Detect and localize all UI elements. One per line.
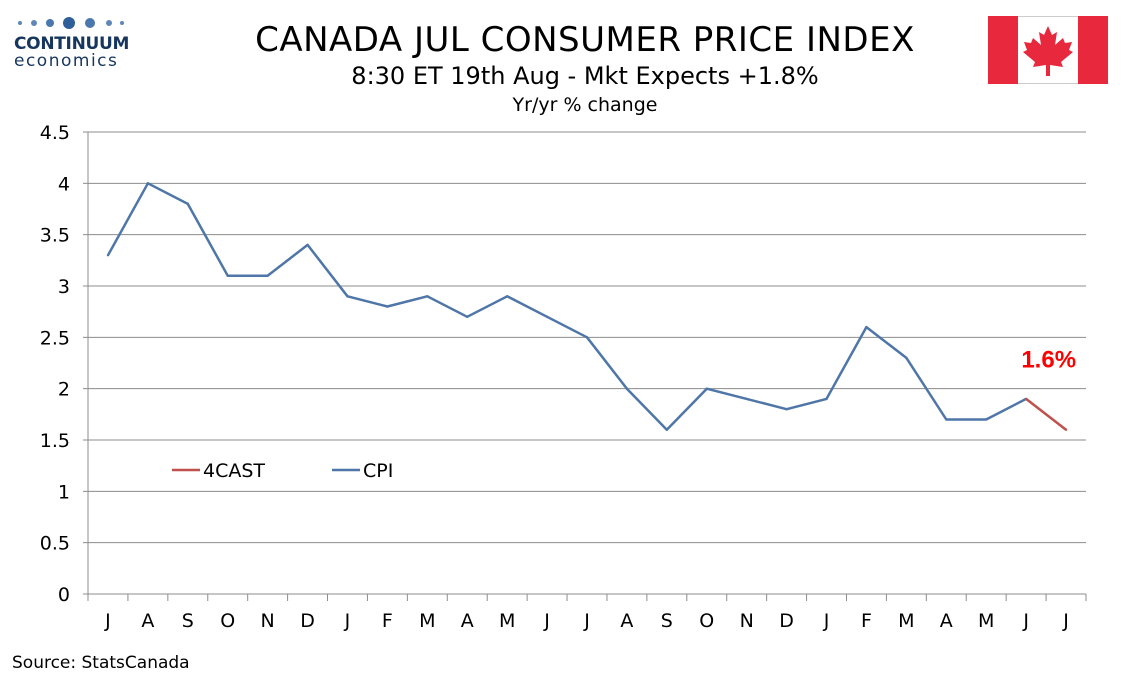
data-point-cpi <box>745 397 748 401</box>
series-line-cpi <box>106 182 1027 431</box>
chart-title: CANADA JUL CONSUMER PRICE INDEX <box>255 20 915 60</box>
y-tick-label: 0.5 <box>40 533 70 555</box>
chart-units: Yr/yr % change <box>512 94 658 116</box>
x-tick-label: M <box>898 610 914 632</box>
series-line-4cast <box>1025 397 1067 431</box>
data-point-cpi <box>985 418 988 421</box>
data-point-cpi <box>705 387 708 390</box>
data-point-cpi <box>825 397 828 401</box>
y-tick-label: 2.5 <box>40 327 70 349</box>
maple-leaf-icon <box>1023 26 1073 76</box>
y-tick-label: 2 <box>58 379 70 401</box>
x-tick-label: A <box>141 610 154 632</box>
x-tick-label: D <box>300 610 315 632</box>
x-tick-label: O <box>220 610 235 632</box>
legend-label-cpi: CPI <box>363 460 393 482</box>
data-point-cpi <box>386 305 389 308</box>
x-tick-label: S <box>182 610 194 632</box>
data-point-cpi <box>905 356 908 360</box>
continuum-logo: CONTINUUM economics <box>14 14 134 71</box>
data-point-cpi <box>785 408 788 411</box>
chart-subtitle: 8:30 ET 19th Aug - Mkt Expects +1.8% <box>351 62 819 90</box>
data-point-cpi <box>945 418 948 421</box>
y-tick-label: 4.5 <box>40 122 70 144</box>
y-tick-label: 3.5 <box>40 225 70 247</box>
x-tick-label: J <box>344 610 351 632</box>
data-point-cpi <box>865 325 868 329</box>
x-tick-label: J <box>543 610 550 632</box>
x-tick-label: J <box>104 610 111 632</box>
x-tick-label: S <box>661 610 673 632</box>
data-point-cpi <box>426 295 429 298</box>
logo-name: CONTINUUM <box>14 34 130 54</box>
x-tick-label: F <box>382 610 393 632</box>
data-point-cpi <box>106 254 110 257</box>
data-point-cpi <box>466 315 469 318</box>
x-tick-label: J <box>1062 610 1069 632</box>
x-tick-label: J <box>1022 610 1029 632</box>
x-tick-label: A <box>461 610 474 632</box>
y-tick-label: 0 <box>58 584 70 606</box>
canada-flag-icon <box>988 16 1108 84</box>
forecast-callout: 1.6% <box>1021 347 1076 374</box>
logo-dots <box>14 14 134 32</box>
x-tick-label: N <box>740 610 754 632</box>
data-point-cpi <box>625 387 629 390</box>
data-point-cpi <box>346 295 349 298</box>
data-point-cpi <box>545 315 549 318</box>
x-tick-label: N <box>261 610 275 632</box>
y-tick-label: 1.5 <box>40 430 70 452</box>
data-point-cpi <box>505 295 509 298</box>
y-tick-label: 3 <box>58 276 70 298</box>
x-tick-label: D <box>779 610 794 632</box>
data-point-cpi <box>186 202 189 206</box>
y-tick-label: 4 <box>58 173 70 195</box>
x-tick-label: O <box>699 610 714 632</box>
data-point-cpi <box>585 336 589 339</box>
x-tick-label: M <box>499 610 515 632</box>
x-tick-label: A <box>620 610 633 632</box>
source-note: Source: StatsCanada <box>12 653 190 673</box>
data-point-cpi <box>226 274 229 277</box>
x-tick-label: A <box>940 610 953 632</box>
logo-subtitle: economics <box>14 51 119 71</box>
x-tick-label: F <box>861 610 872 632</box>
data-point-4cast <box>1024 397 1028 401</box>
data-point-cpi <box>146 182 150 185</box>
data-point-cpi <box>266 274 269 277</box>
data-point-4cast <box>1064 428 1068 431</box>
x-tick-label: M <box>978 610 994 632</box>
logo-dots-graphic <box>18 17 124 29</box>
y-tick-label: 1 <box>58 481 70 503</box>
x-tick-label: M <box>419 610 435 632</box>
data-point-cpi <box>306 243 309 247</box>
x-tick-label: J <box>583 610 590 632</box>
x-tick-label: J <box>823 610 830 632</box>
legend-label-4cast: 4CAST <box>203 460 265 482</box>
data-point-cpi <box>665 428 669 431</box>
